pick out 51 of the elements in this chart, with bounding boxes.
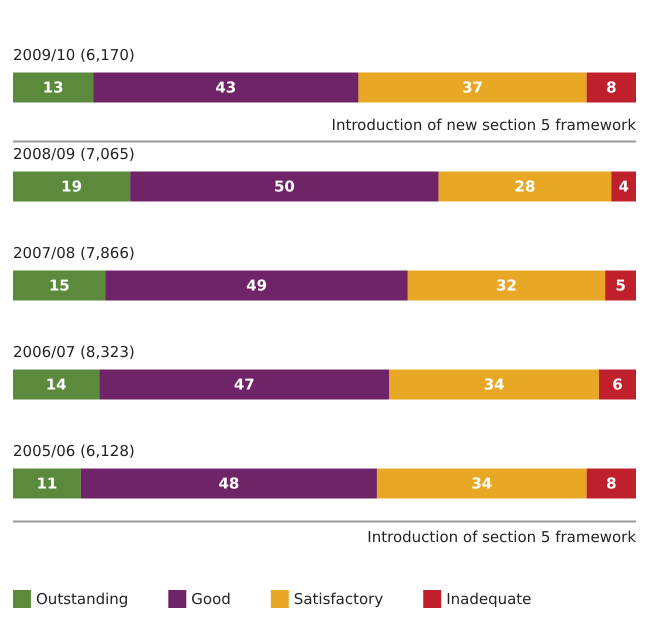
bar: [13, 468, 81, 498]
legend-label: Satisfactory: [294, 590, 384, 608]
legend-label: Inadequate: [446, 590, 532, 608]
data-label: 19: [61, 178, 82, 196]
data-label: 11: [36, 474, 58, 492]
data-label: 13: [42, 78, 64, 96]
y-tick-label: 2007/08 (7,866): [13, 244, 135, 262]
bar: [13, 370, 100, 400]
bar: [130, 172, 439, 202]
bar: [106, 270, 408, 300]
data-label: 48: [218, 474, 240, 492]
data-label: 37: [462, 78, 483, 96]
bar: [376, 468, 587, 498]
data-label: 34: [484, 376, 505, 394]
data-label: 8: [606, 474, 617, 492]
annotation: Introduction of section 5 framework: [367, 528, 636, 546]
bar: [438, 172, 612, 202]
bar: [586, 72, 636, 102]
data-label: 43: [215, 78, 236, 96]
data-label: 4: [618, 178, 629, 196]
data-label: 14: [46, 376, 67, 394]
bar: [80, 468, 377, 498]
bar: [586, 468, 636, 498]
data-label: 32: [496, 276, 517, 294]
bar: [93, 72, 358, 102]
annotation: Introduction of new section 5 framework: [332, 116, 636, 134]
y-tick-label: 2006/07 (8,323): [13, 343, 135, 361]
y-tick-label: 2005/06 (6,128): [13, 442, 135, 460]
bar: [13, 72, 94, 102]
bar: [611, 172, 636, 202]
data-label: 5: [615, 276, 626, 294]
data-label: 50: [274, 178, 295, 196]
bar: [99, 370, 390, 400]
bar: [358, 72, 587, 102]
bar: [408, 270, 606, 300]
bar: [598, 370, 636, 400]
data-label: 15: [48, 276, 70, 294]
data-label: 8: [606, 78, 617, 96]
legend-label: Outstanding: [36, 590, 128, 608]
data-label: 47: [234, 376, 255, 394]
bar: [13, 172, 130, 202]
data-label: 28: [514, 178, 536, 196]
data-label: 49: [246, 276, 268, 294]
y-tick-label: 2008/09 (7,065): [13, 145, 135, 163]
data-label: 6: [612, 376, 623, 394]
data-label: 34: [471, 474, 492, 492]
bar: [605, 270, 636, 300]
bar: [389, 370, 599, 400]
legend-label: Good: [191, 590, 231, 608]
bar: [13, 270, 106, 300]
y-tick-label: 2009/10 (6,170): [13, 46, 135, 64]
